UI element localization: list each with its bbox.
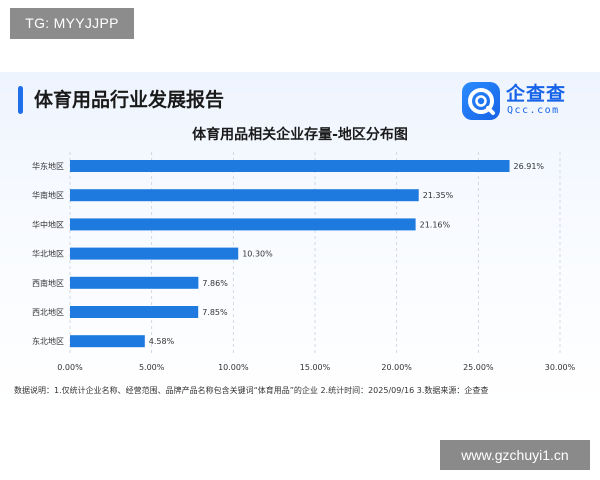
bar	[70, 218, 416, 231]
bar	[70, 306, 199, 318]
value-label: 4.58%	[149, 337, 175, 346]
watermark-top-left: TG: MYYJJPP	[10, 8, 134, 39]
category-label: 华南地区	[32, 190, 64, 200]
x-tick-label: 0.00%	[57, 363, 83, 372]
x-tick-label: 5.00%	[139, 363, 165, 372]
value-label: 7.86%	[202, 279, 228, 288]
bar	[70, 189, 419, 202]
x-tick-label: 25.00%	[463, 363, 494, 372]
category-label: 西北地区	[32, 307, 64, 317]
title-accent-bar	[18, 86, 23, 114]
category-label: 华中地区	[32, 219, 64, 229]
x-tick-label: 30.00%	[545, 363, 576, 372]
logo-name: 企查查	[506, 83, 567, 105]
category-label: 华北地区	[32, 249, 64, 259]
watermark-bottom-right: www.gzchuyi1.cn	[440, 440, 590, 470]
bar	[70, 247, 239, 260]
value-label: 21.35%	[423, 191, 454, 200]
chart-title: 体育用品相关企业存量-地区分布图	[192, 127, 408, 143]
value-label: 7.85%	[202, 308, 228, 317]
value-label: 21.16%	[420, 220, 451, 229]
footnote: 数据说明：1.仅统计企业名称、经营范围、品牌产品名称包含关键词“体育用品”的企业…	[14, 386, 489, 395]
category-label: 东北地区	[32, 336, 64, 346]
qcc-logo-icon	[462, 82, 500, 120]
bar	[70, 160, 510, 172]
x-tick-label: 20.00%	[381, 363, 412, 372]
x-tick-label: 15.00%	[300, 363, 331, 372]
report-title: 体育用品行业发展报告	[34, 89, 225, 111]
category-label: 西南地区	[32, 278, 64, 288]
value-label: 10.30%	[242, 250, 273, 259]
value-label: 26.91%	[514, 162, 545, 171]
bar	[70, 276, 199, 289]
category-label: 华东地区	[32, 161, 64, 171]
report-card	[0, 72, 600, 406]
logo-domain: Qcc.com	[507, 105, 560, 116]
x-tick-label: 10.00%	[218, 363, 249, 372]
qcc-logo: 企查查 Qcc.com	[462, 82, 580, 122]
bar	[70, 335, 145, 348]
